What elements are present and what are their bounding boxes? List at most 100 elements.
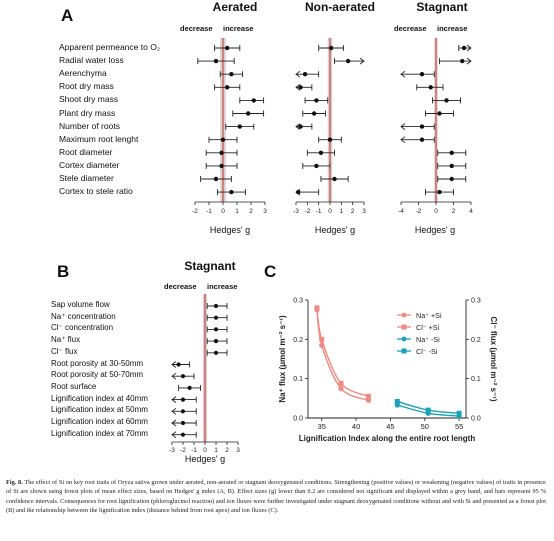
effect-point — [180, 397, 186, 402]
effect-point — [187, 385, 192, 390]
effect-point — [444, 98, 449, 103]
effect-point — [246, 111, 251, 116]
x-tick-label: 0 — [203, 447, 207, 454]
x-tick-label: 40 — [352, 422, 360, 431]
ci-arrow — [359, 57, 365, 65]
effect-point — [213, 339, 219, 344]
x-tick-label: 55 — [455, 422, 463, 431]
trait-label: Cl⁻ flux — [51, 346, 78, 356]
effect-point — [225, 45, 230, 51]
x-tick-label: -3 — [293, 208, 299, 215]
trait-label: Apparent permeance to O₂ — [59, 42, 161, 52]
effect-point — [428, 85, 433, 90]
effect-point — [237, 124, 242, 129]
ci-arrow — [171, 419, 177, 427]
data-point — [338, 380, 344, 386]
ci-arrow — [466, 57, 472, 65]
effect-point — [213, 315, 219, 320]
y-tick-label-left: 0.0 — [293, 416, 303, 423]
effect-point — [213, 350, 219, 355]
data-point — [365, 393, 371, 399]
x-tick-label: 2 — [225, 447, 229, 454]
effect-point — [449, 176, 454, 182]
legend-marker — [401, 324, 407, 330]
trait-label: Lignification index at 70mm — [51, 428, 148, 438]
effect-point — [213, 327, 219, 332]
y-tick-label-right: 0.1 — [471, 376, 481, 383]
ci-arrow — [400, 70, 406, 78]
y-tick-label-right: 0.3 — [471, 298, 481, 305]
trait-label: Root porosity at 50-70mm — [51, 370, 144, 380]
x-tick-label: -2 — [304, 208, 310, 215]
effect-point — [332, 176, 337, 182]
effect-point — [180, 409, 186, 414]
effect-point — [419, 137, 425, 142]
trait-label: Stele diameter — [59, 173, 114, 183]
y-tick-label-left: 0.2 — [293, 337, 303, 344]
effect-point — [314, 163, 319, 169]
data-point — [456, 410, 462, 416]
facet-title-stagnant: Stagnant — [416, 0, 468, 14]
effect-point — [180, 420, 186, 426]
effect-point — [449, 163, 454, 169]
legend-label: Cl⁻ -Si — [416, 347, 438, 356]
trait-label: Radial water loss — [59, 55, 124, 66]
ci-arrow — [466, 44, 472, 52]
ci-arrow — [171, 431, 177, 439]
effect-point — [219, 163, 224, 169]
trait-label: Cortex diameter — [59, 159, 120, 170]
y-axis-label-right: Cl⁻ flux (μmol m⁻² s⁻¹) — [489, 316, 498, 401]
y-tick-label-right: 0.0 — [471, 416, 481, 423]
ci-arrow — [171, 396, 177, 403]
x-tick-label: 0 — [221, 208, 225, 215]
trait-label: Lignification index at 60mm — [51, 417, 148, 426]
trait-label: Number of roots — [59, 120, 120, 131]
data-point — [365, 397, 372, 403]
trait-label: Root diameter — [59, 146, 113, 157]
trait-label: Root surface — [51, 381, 97, 391]
decrease-label-b: decrease — [164, 282, 197, 291]
effect-point — [327, 137, 333, 142]
x-tick-label: 50 — [421, 422, 429, 431]
trait-label: Plant dry mass — [59, 107, 116, 118]
data-point — [314, 305, 320, 311]
effect-point — [296, 189, 301, 195]
effect-point — [318, 150, 324, 155]
trait-label: Maximum root lenght — [59, 133, 139, 144]
effect-point — [311, 111, 317, 116]
x-tick-label: 2 — [249, 208, 253, 215]
xlabel-stagnant: Hedges' g — [414, 225, 456, 235]
panel-b-letter: B — [57, 262, 70, 281]
legend-label: Na⁺ -Si — [416, 335, 440, 344]
ci-arrow — [171, 361, 177, 368]
x-tick-label: 0 — [328, 208, 332, 215]
trait-label: Na⁺ concentration — [51, 311, 116, 321]
data-point — [394, 398, 400, 404]
panel-a-letter: A — [61, 6, 74, 25]
figure-caption: Fig. 8. The effect of Si on key root tra… — [6, 478, 546, 515]
x-tick-label: 35 — [318, 422, 326, 431]
x-tick-label: -1 — [316, 208, 322, 215]
x-tick-label: -2 — [416, 208, 422, 215]
effect-point — [345, 58, 351, 64]
effect-point — [180, 374, 186, 379]
increase-label-aerated: increase — [223, 24, 254, 33]
y-tick-label-right: 0.2 — [471, 337, 481, 344]
increase-label-b: increase — [207, 282, 238, 291]
legend-marker — [401, 312, 407, 318]
x-tick-label: 3 — [263, 208, 267, 215]
ci-arrow — [400, 136, 406, 144]
ci-arrow — [171, 407, 177, 415]
decrease-label-aerated: decrease — [180, 24, 213, 33]
x-tick-label: 45 — [386, 422, 394, 431]
series-curve — [316, 307, 369, 398]
decrease-label-stagnant: decrease — [394, 24, 427, 33]
ci-arrow — [295, 123, 301, 130]
x-tick-label: 1 — [340, 208, 344, 215]
x-tick-label: -4 — [398, 208, 404, 215]
effect-point — [180, 432, 186, 437]
trait-label: Root porosity at 30-50mm — [51, 358, 144, 368]
x-tick-label: 1 — [235, 208, 239, 215]
effect-point — [298, 124, 303, 129]
effect-point — [225, 85, 230, 90]
